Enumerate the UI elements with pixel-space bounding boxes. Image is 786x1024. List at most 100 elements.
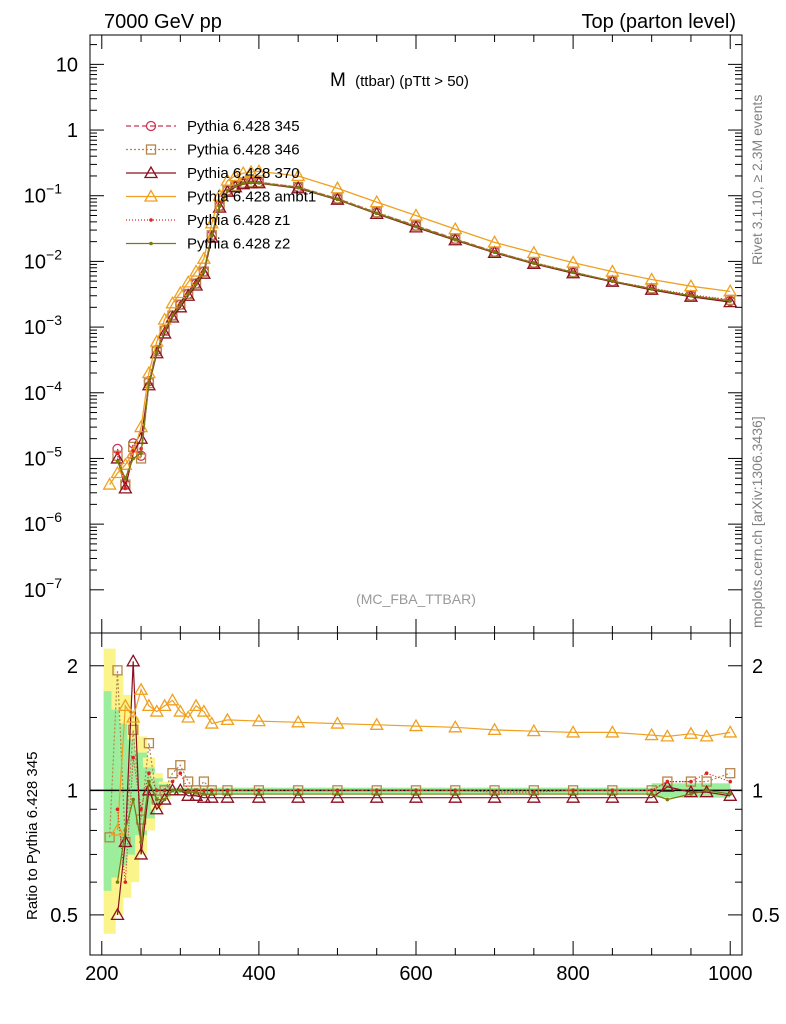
ratio-point — [610, 788, 615, 793]
series-point — [118, 457, 133, 470]
ratio-point — [665, 779, 670, 784]
ratio-point — [194, 790, 198, 794]
ratio-point — [133, 682, 149, 695]
ratio-point — [487, 790, 502, 803]
ratio-point — [154, 788, 159, 793]
series-point — [374, 211, 379, 216]
legend-label: Pythia 6.428 z1 — [187, 212, 290, 229]
series-point — [335, 197, 340, 202]
ytick-label: 10−3 — [24, 312, 62, 339]
ratio-point — [175, 760, 186, 771]
ratio-point — [126, 654, 141, 667]
ratio-panel: 0.5 0.5 1 1 2 2 200 400 600 800 1000 Ratio to Pyth… — [24, 632, 780, 985]
ratio-ylabel: Ratio to Pythia 6.428 345 — [24, 752, 41, 920]
ytick-label-base: 10 — [24, 186, 46, 208]
legend-marker — [145, 144, 157, 155]
ratio-point — [453, 792, 458, 796]
series-point — [178, 302, 183, 307]
series-point — [532, 261, 536, 265]
ratio-point — [209, 792, 214, 796]
series-point — [165, 296, 180, 309]
ratio-point — [532, 792, 536, 796]
series-point — [241, 181, 245, 186]
ratio-point — [526, 790, 541, 803]
ratio-point — [181, 710, 196, 723]
series-point — [165, 310, 180, 323]
series-point — [243, 164, 259, 178]
ratio-point — [225, 788, 230, 793]
series-point — [610, 279, 615, 283]
ratio-point — [689, 792, 693, 796]
ratio-point — [190, 785, 202, 796]
series-point — [487, 245, 502, 258]
series-point — [408, 208, 424, 221]
ratio-line — [116, 757, 731, 883]
ratio-point — [188, 698, 204, 712]
ytick-label-exp: −6 — [46, 509, 62, 525]
ratio-point — [123, 880, 128, 884]
ytick-label-exp: −5 — [46, 443, 62, 459]
ratio-point — [251, 790, 267, 803]
ratio-point — [526, 723, 541, 737]
series-point — [723, 284, 738, 297]
series-point — [257, 181, 261, 185]
ratio-point — [178, 788, 183, 793]
series-point — [683, 278, 699, 292]
ytick-label-exp: −7 — [46, 575, 62, 591]
ratio-point — [704, 771, 709, 776]
ytick-label-base: 1 — [67, 120, 78, 142]
series-point — [220, 184, 235, 197]
ratio-point — [644, 790, 659, 803]
mcplots-label: mcplots.cern.ch [arXiv:1306.3436] — [749, 416, 765, 628]
ratio-point — [728, 792, 733, 796]
series-point — [102, 477, 117, 490]
ratio-point — [660, 729, 675, 742]
legend-label: Pythia 6.428 ambt1 — [187, 189, 316, 206]
ratio-point — [374, 792, 379, 796]
ratio-point — [188, 788, 204, 801]
series-point — [212, 188, 227, 201]
ytick-label-exp: −4 — [46, 378, 62, 394]
ratio-ytick-label: 2 — [67, 656, 78, 678]
legend-label: Pythia 6.428 346 — [187, 142, 300, 159]
series-point — [453, 237, 458, 242]
ratio-ytick-label-right: 1 — [752, 780, 763, 802]
ratio-point — [209, 788, 214, 793]
ratio-point — [649, 788, 654, 793]
series-point — [296, 185, 300, 190]
ytick-label: 1 — [67, 120, 78, 142]
ratio-point — [689, 779, 693, 784]
ratio-point — [162, 788, 167, 793]
series-point — [157, 312, 172, 325]
ratio-point — [162, 797, 167, 802]
ratio-point — [173, 704, 188, 717]
series-point — [194, 282, 198, 286]
ratio-point — [149, 801, 164, 815]
ytick-label-exp: −1 — [46, 181, 62, 197]
series-point — [154, 350, 159, 354]
ratio-point — [202, 788, 206, 793]
ratio-point — [118, 698, 133, 712]
series-point — [115, 451, 120, 456]
ratio-point — [204, 716, 219, 729]
plot-title-main: M — [330, 70, 346, 91]
ratio-point — [167, 768, 178, 779]
series-point — [173, 285, 188, 299]
ratio-point — [141, 698, 157, 712]
ratio-point — [196, 704, 212, 717]
ratio-point — [487, 722, 502, 736]
series-point — [649, 287, 654, 291]
main-series — [102, 164, 738, 494]
ratio-series — [104, 654, 738, 921]
legend-marker — [149, 218, 153, 222]
ratio-point — [296, 788, 300, 793]
ratio-point — [126, 710, 141, 723]
series-point — [448, 232, 463, 246]
series-point — [217, 204, 222, 209]
ratio-point — [257, 792, 261, 796]
ratio-point — [170, 779, 175, 784]
ratio-point — [112, 665, 123, 676]
ytick-label-base: 10 — [24, 383, 46, 405]
ratio-point — [414, 788, 418, 793]
